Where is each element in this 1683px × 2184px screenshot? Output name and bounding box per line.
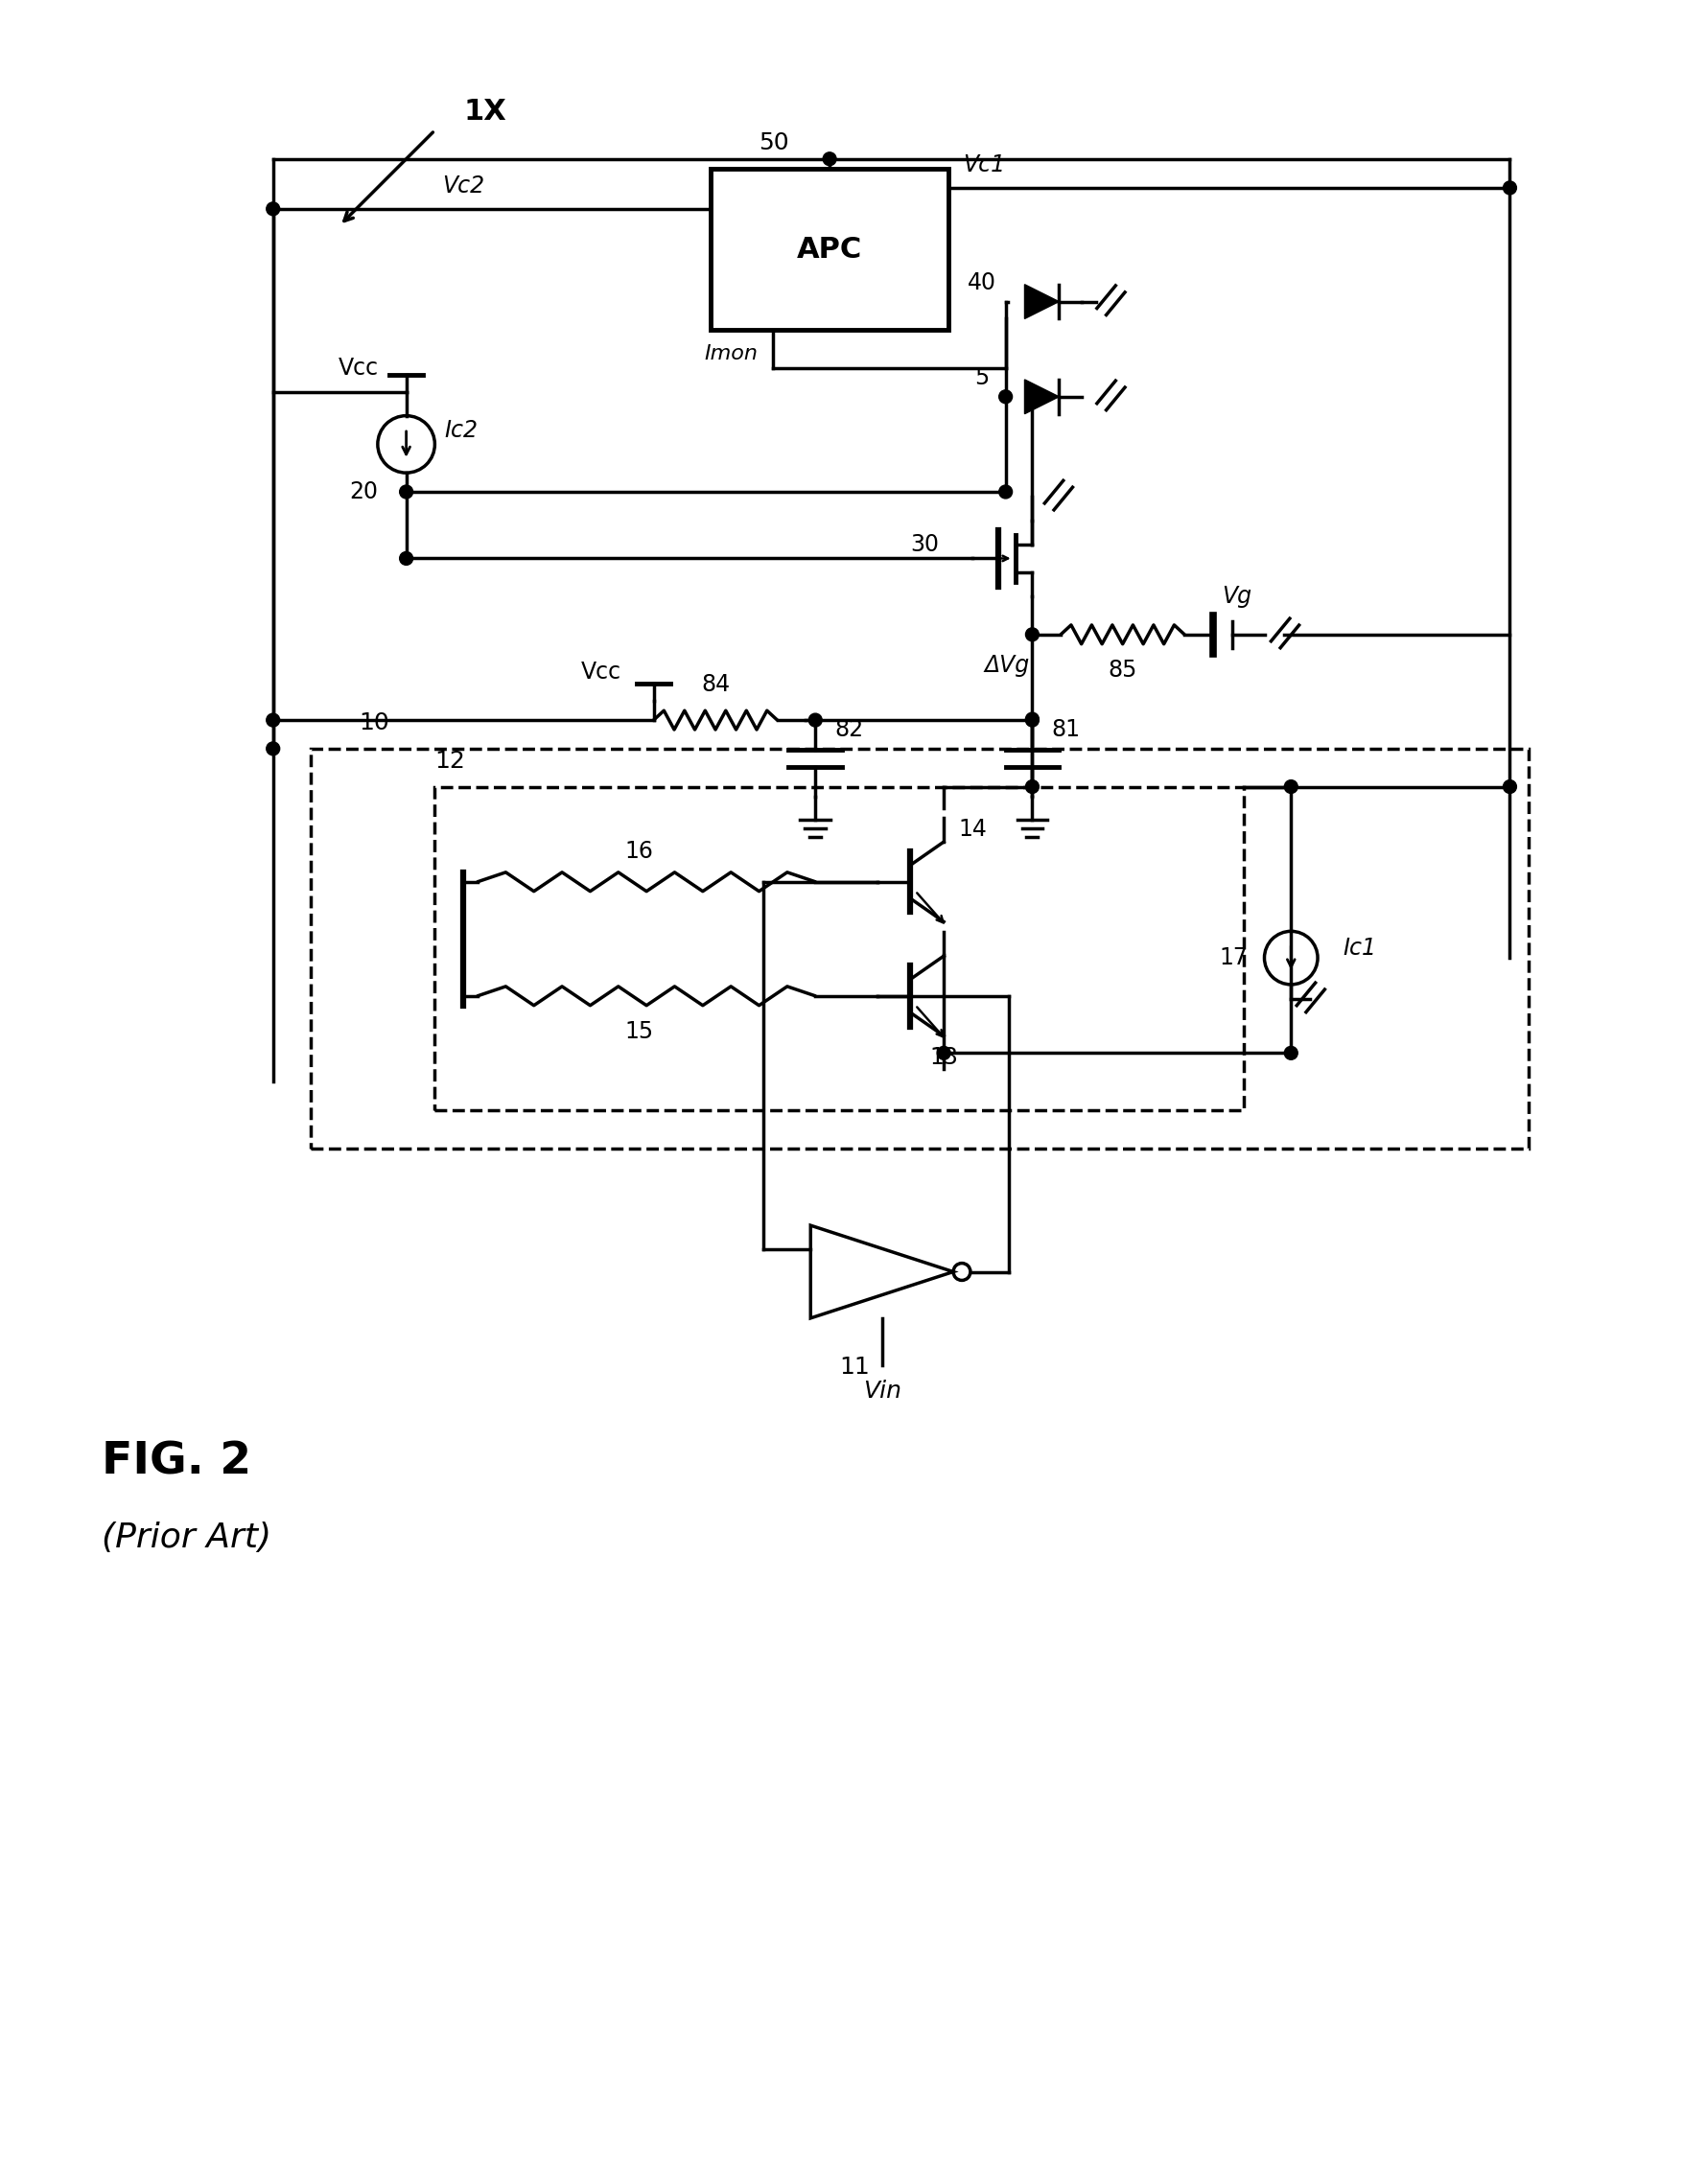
Bar xyxy=(434,786,1242,1109)
Text: APC: APC xyxy=(796,236,862,264)
Circle shape xyxy=(266,714,279,727)
Text: Ic2: Ic2 xyxy=(444,419,478,441)
Circle shape xyxy=(823,153,836,166)
Circle shape xyxy=(936,1046,949,1059)
Text: 82: 82 xyxy=(833,719,863,740)
Text: 50: 50 xyxy=(757,131,788,155)
Text: Vc2: Vc2 xyxy=(443,175,485,197)
Text: 20: 20 xyxy=(348,480,377,502)
Text: FIG. 2: FIG. 2 xyxy=(101,1441,251,1483)
Circle shape xyxy=(1503,780,1516,793)
Text: 14: 14 xyxy=(958,819,986,841)
Circle shape xyxy=(266,743,279,756)
Circle shape xyxy=(1284,780,1298,793)
Text: Imon: Imon xyxy=(703,345,757,363)
Text: 84: 84 xyxy=(700,673,729,697)
Circle shape xyxy=(1025,627,1038,642)
Text: Vc1: Vc1 xyxy=(963,153,1005,177)
Text: 13: 13 xyxy=(929,1046,958,1070)
Circle shape xyxy=(1025,780,1038,793)
Text: Vcc: Vcc xyxy=(338,356,379,380)
Text: 11: 11 xyxy=(838,1356,868,1378)
Text: 40: 40 xyxy=(968,271,996,295)
Circle shape xyxy=(1025,714,1038,727)
Text: ΔVg: ΔVg xyxy=(985,653,1030,677)
Circle shape xyxy=(1503,181,1516,194)
Polygon shape xyxy=(1023,284,1059,319)
Text: 5: 5 xyxy=(974,367,988,389)
Text: 15: 15 xyxy=(624,1020,653,1042)
Bar xyxy=(710,168,948,330)
Text: 16: 16 xyxy=(624,841,653,863)
Text: Ic1: Ic1 xyxy=(1343,937,1377,961)
Text: 12: 12 xyxy=(434,749,465,773)
Circle shape xyxy=(998,391,1011,404)
Text: 17: 17 xyxy=(1218,946,1247,970)
Circle shape xyxy=(1025,391,1038,404)
Circle shape xyxy=(1025,712,1038,725)
Circle shape xyxy=(399,485,412,498)
Text: 85: 85 xyxy=(1107,657,1136,681)
Text: (Prior Art): (Prior Art) xyxy=(101,1522,271,1555)
Circle shape xyxy=(399,553,412,566)
Polygon shape xyxy=(1023,380,1059,413)
Text: 10: 10 xyxy=(358,712,389,734)
Text: Vin: Vin xyxy=(862,1380,900,1402)
Text: 81: 81 xyxy=(1050,719,1079,740)
Circle shape xyxy=(266,203,279,216)
Text: Vg: Vg xyxy=(1222,585,1250,607)
Circle shape xyxy=(1284,1046,1298,1059)
Circle shape xyxy=(998,485,1011,498)
Circle shape xyxy=(808,714,821,727)
Text: 1X: 1X xyxy=(463,98,507,124)
Text: 30: 30 xyxy=(911,533,939,555)
Bar xyxy=(311,749,1528,1149)
Text: Vcc: Vcc xyxy=(581,662,621,684)
